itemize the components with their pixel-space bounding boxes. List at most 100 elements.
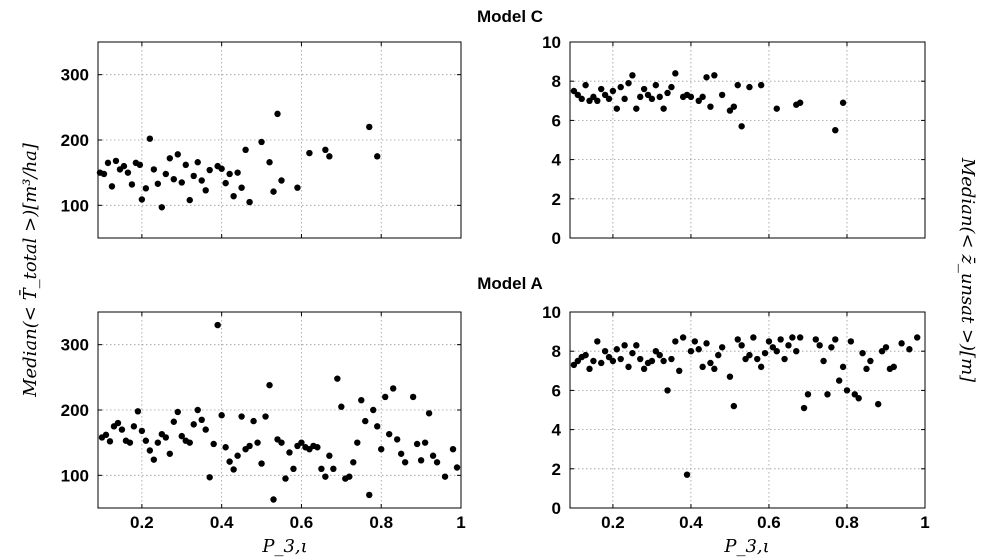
data-point xyxy=(621,95,628,103)
data-point xyxy=(590,357,597,365)
data-point xyxy=(425,410,433,417)
data-point xyxy=(621,342,628,349)
data-point xyxy=(613,346,621,353)
data-point xyxy=(346,473,353,480)
data-point xyxy=(839,363,847,371)
y-tick-label: 100 xyxy=(61,466,89,485)
x-tick-label: 0.4 xyxy=(679,513,703,532)
x-tick-label: 0.6 xyxy=(290,513,314,532)
data-point xyxy=(370,406,377,414)
data-point xyxy=(734,336,741,343)
data-point xyxy=(198,177,205,184)
data-point xyxy=(306,149,313,157)
data-point xyxy=(128,181,136,188)
data-point xyxy=(397,450,405,457)
data-point xyxy=(664,89,671,97)
data-point xyxy=(326,153,333,160)
data-point xyxy=(672,70,679,77)
data-point xyxy=(393,436,401,443)
data-point xyxy=(334,375,341,382)
data-point xyxy=(754,355,761,363)
data-point xyxy=(206,166,213,174)
data-point xyxy=(226,170,233,178)
data-point xyxy=(898,340,905,347)
data-point xyxy=(851,391,858,398)
x-axis-label-right: P_3,ι xyxy=(723,536,769,557)
data-point xyxy=(270,188,277,195)
data-point xyxy=(142,437,150,444)
data-point xyxy=(676,367,683,374)
data-point xyxy=(290,465,297,472)
panel-modelC-volume: 100 200 300 xyxy=(61,41,462,239)
data-point xyxy=(843,387,851,394)
x-tick-label: 0.8 xyxy=(369,513,393,532)
data-point xyxy=(796,334,804,341)
data-point xyxy=(114,419,122,427)
data-point xyxy=(711,365,718,373)
data-point xyxy=(664,387,671,394)
data-point xyxy=(699,363,706,371)
data-point xyxy=(150,456,158,463)
data-point xyxy=(812,336,819,343)
data-point xyxy=(174,151,181,158)
data-point xyxy=(617,355,624,363)
data-point xyxy=(906,346,913,353)
data-point xyxy=(695,346,702,353)
data-point xyxy=(746,83,753,91)
y-tick-label: 4 xyxy=(552,151,562,170)
data-point xyxy=(804,391,812,398)
data-point xyxy=(120,162,128,170)
y-tick-label: 0 xyxy=(552,229,561,248)
data-point xyxy=(832,336,839,343)
data-point xyxy=(730,402,738,410)
data-point xyxy=(648,95,656,103)
data-point xyxy=(625,79,632,87)
axes-frame xyxy=(569,311,926,509)
data-point xyxy=(629,349,636,357)
axes-frame xyxy=(569,41,926,239)
data-point xyxy=(198,416,205,423)
y-tick-label: 200 xyxy=(61,131,89,150)
data-point xyxy=(867,357,874,365)
data-point xyxy=(703,74,710,81)
data-point xyxy=(890,363,897,371)
data-point xyxy=(162,170,170,178)
data-point xyxy=(660,105,667,112)
data-point xyxy=(679,334,687,341)
data-point xyxy=(246,198,253,206)
data-point xyxy=(413,440,421,448)
section-title-model-c: Model C xyxy=(477,7,543,26)
y-tick-label: 2 xyxy=(552,460,561,479)
data-point xyxy=(668,355,675,363)
data-point xyxy=(134,408,142,415)
data-point xyxy=(785,342,792,349)
data-point xyxy=(226,458,233,465)
data-point xyxy=(318,465,325,472)
data-point xyxy=(578,95,585,103)
x-tick-label: 0.2 xyxy=(601,513,625,532)
data-point xyxy=(238,184,245,191)
data-point xyxy=(796,99,804,106)
data-point xyxy=(194,406,201,414)
data-point xyxy=(136,161,144,169)
data-point xyxy=(765,338,773,345)
data-point xyxy=(441,473,449,480)
data-point xyxy=(820,357,827,365)
y-tick-label: 6 xyxy=(552,381,561,400)
data-point xyxy=(738,123,745,130)
data-point xyxy=(789,334,796,341)
x-tick-label: 0.6 xyxy=(757,513,781,532)
data-point xyxy=(230,466,237,473)
data-point xyxy=(246,442,253,450)
data-point xyxy=(609,357,617,365)
y-tick-label: 300 xyxy=(61,66,89,85)
panel-modelC-depth: 0 2 4 6 8 10 xyxy=(542,33,926,248)
data-point xyxy=(574,357,582,365)
data-point xyxy=(298,439,305,446)
data-point xyxy=(863,365,870,373)
data-point xyxy=(382,393,389,401)
data-point xyxy=(609,87,617,95)
data-point xyxy=(707,103,714,110)
data-point xyxy=(582,81,589,89)
data-point xyxy=(354,439,361,446)
